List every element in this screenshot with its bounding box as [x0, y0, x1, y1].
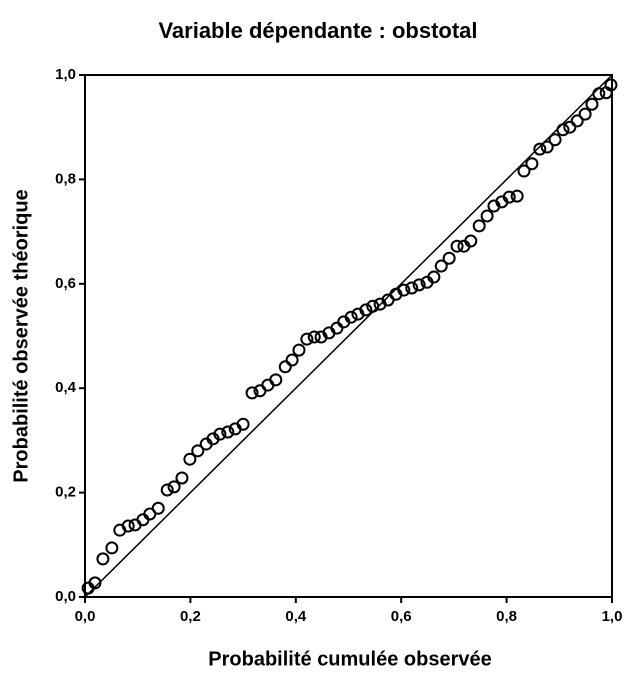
point	[88, 576, 102, 590]
x-tick-label: 1,0	[602, 608, 623, 625]
point	[563, 120, 577, 134]
point	[175, 471, 189, 485]
point	[502, 190, 516, 204]
point	[96, 552, 110, 566]
y-tick-label: 0,2	[55, 484, 76, 501]
point	[261, 378, 275, 392]
point	[480, 209, 494, 223]
point	[359, 303, 373, 317]
point	[151, 501, 165, 515]
point	[578, 107, 592, 121]
point	[397, 283, 411, 297]
point	[472, 219, 486, 233]
point	[285, 353, 299, 367]
point	[105, 541, 119, 555]
point	[585, 97, 599, 111]
point	[278, 360, 292, 374]
point	[540, 140, 554, 154]
point	[510, 189, 524, 203]
point	[592, 87, 606, 101]
y-tick-label: 0,0	[55, 588, 76, 605]
point	[221, 425, 235, 439]
point	[300, 332, 314, 346]
point	[556, 123, 570, 137]
x-tick-label: 0,2	[180, 608, 201, 625]
point	[121, 519, 135, 533]
point	[533, 142, 547, 156]
x-tick-label: 0,6	[391, 608, 412, 625]
point	[160, 483, 174, 497]
point	[450, 239, 464, 253]
x-tick-label: 0,4	[285, 608, 307, 625]
point	[183, 452, 197, 466]
point	[344, 310, 358, 324]
point	[405, 281, 419, 295]
y-axis-label: Probabilité observée théorique	[10, 189, 32, 482]
y-tick-label: 0,8	[55, 170, 76, 187]
point	[236, 417, 250, 431]
point	[191, 444, 205, 458]
y-tick-label: 1,0	[55, 66, 76, 83]
point	[464, 234, 478, 248]
point	[128, 518, 142, 532]
x-tick-label: 0,0	[75, 608, 96, 625]
point	[412, 278, 426, 292]
point	[604, 78, 618, 92]
y-tick-label: 0,6	[55, 275, 76, 292]
chart-title: Variable dépendante : obstotal	[158, 18, 477, 43]
point	[366, 299, 380, 313]
point	[427, 270, 441, 284]
point	[517, 164, 531, 178]
plot-frame	[84, 74, 613, 598]
point	[525, 157, 539, 171]
point	[548, 133, 562, 147]
point	[245, 386, 259, 400]
point	[269, 373, 283, 387]
point	[570, 114, 584, 128]
y-tick-label: 0,4	[55, 379, 77, 396]
x-tick-label: 0,8	[496, 608, 517, 625]
point	[434, 259, 448, 273]
point	[167, 480, 181, 494]
point	[442, 251, 456, 265]
x-axis-label: Probabilité cumulée observée	[208, 648, 491, 670]
point	[292, 343, 306, 357]
reference-line	[84, 74, 613, 598]
point	[213, 427, 227, 441]
point	[307, 330, 321, 344]
